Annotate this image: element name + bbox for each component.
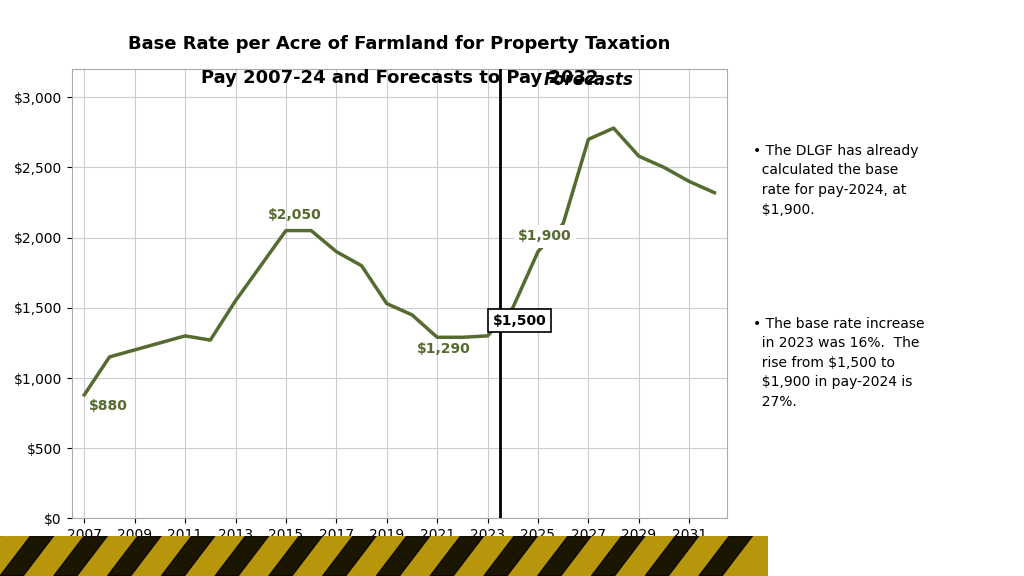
Text: $1,500: $1,500 [493, 314, 547, 328]
Text: Forecasts: Forecasts [544, 71, 633, 89]
Text: $1,290: $1,290 [417, 342, 471, 356]
Polygon shape [54, 536, 108, 576]
Polygon shape [269, 536, 323, 576]
Text: Pay 2007-24 and Forecasts to Pay 2032: Pay 2007-24 and Forecasts to Pay 2032 [201, 69, 598, 87]
Polygon shape [162, 536, 215, 576]
X-axis label: Pay Year: Pay Year [368, 548, 431, 563]
Text: • The DLGF has already
  calculated the base
  rate for pay-2024, at
  $1,900.: • The DLGF has already calculated the ba… [753, 144, 919, 217]
Polygon shape [645, 536, 699, 576]
Text: $1,900: $1,900 [518, 229, 571, 244]
Polygon shape [108, 536, 162, 576]
Text: $880: $880 [89, 399, 128, 414]
Polygon shape [215, 536, 268, 576]
Polygon shape [377, 536, 430, 576]
Polygon shape [323, 536, 377, 576]
Polygon shape [592, 536, 645, 576]
Polygon shape [484, 536, 538, 576]
Text: $2,050: $2,050 [268, 209, 322, 222]
Polygon shape [0, 536, 54, 576]
Text: Base Rate per Acre of Farmland for Property Taxation: Base Rate per Acre of Farmland for Prope… [128, 35, 671, 52]
Polygon shape [538, 536, 592, 576]
Polygon shape [430, 536, 484, 576]
Text: • The base rate increase
  in 2023 was 16%.  The
  rise from $1,500 to
  $1,900 : • The base rate increase in 2023 was 16%… [753, 317, 924, 409]
Polygon shape [699, 536, 753, 576]
